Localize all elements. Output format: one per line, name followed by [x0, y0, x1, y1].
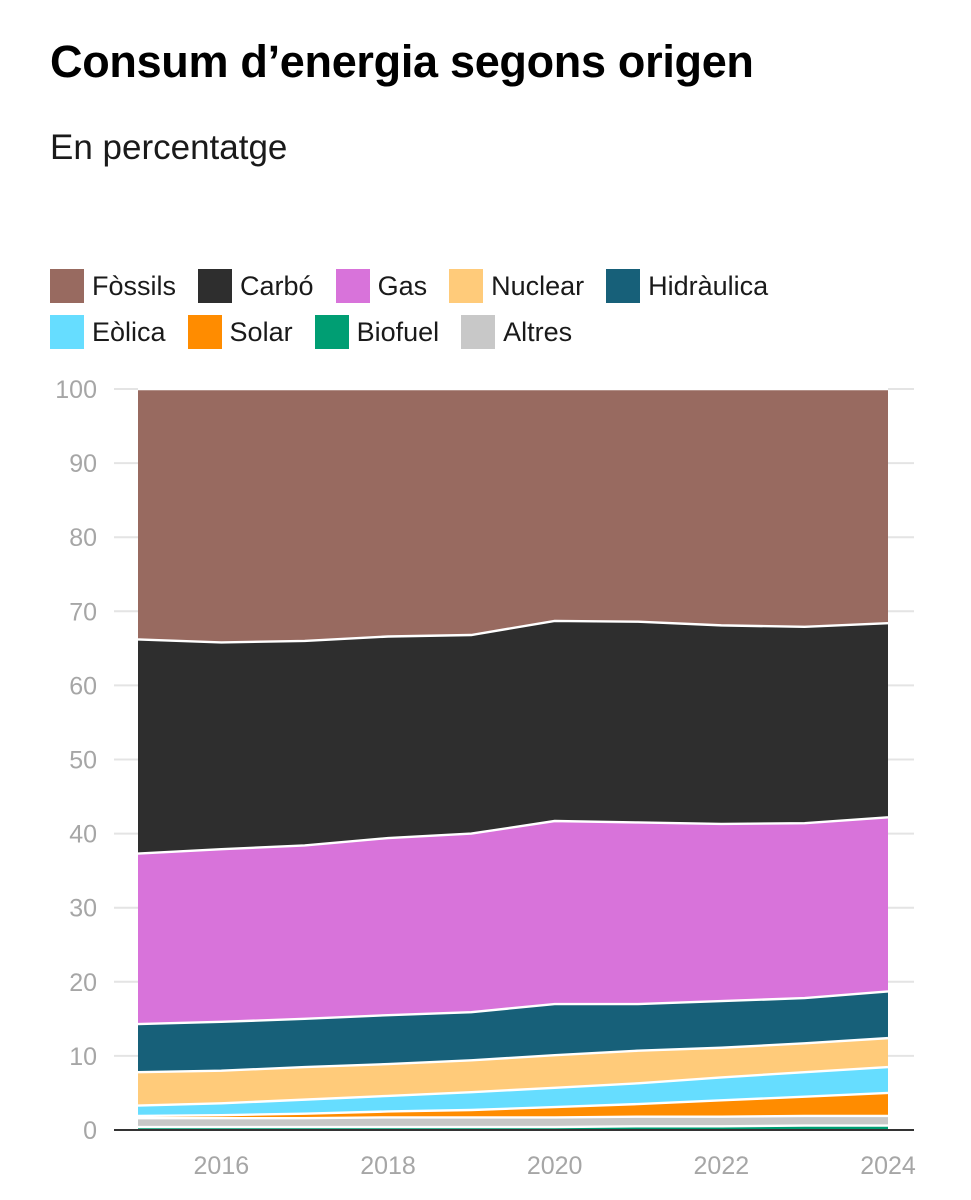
area-nuclear: [138, 1038, 888, 1106]
x-tick-label: 2018: [360, 1152, 416, 1180]
y-tick-label: 90: [69, 450, 97, 478]
separator-biofuel: [138, 1124, 888, 1129]
legend-swatch-fossils: [50, 269, 84, 303]
legend-label-carbo: Carbó: [240, 270, 314, 301]
legend-label-eolica: Eòlica: [92, 316, 166, 347]
y-tick-label: 40: [69, 821, 97, 849]
area-solar: [138, 1092, 888, 1119]
separator-altres: [138, 1114, 888, 1120]
legend-item-carbo: Carbó: [198, 269, 314, 303]
x-tick-label: 2022: [694, 1152, 750, 1180]
legend-item-solar: Solar: [187, 315, 293, 349]
legend-label-nuclear: Nuclear: [491, 270, 585, 301]
legend-swatch-hidraulica: [606, 269, 641, 303]
area-hidraulica: [138, 991, 888, 1073]
y-tick-label: 100: [55, 376, 97, 404]
separator-hidraulica: [137, 990, 889, 1026]
separator-carbo: [137, 619, 889, 644]
legend-label-gas: Gas: [377, 270, 428, 301]
legend-label-altres: Altres: [503, 316, 573, 347]
chart-subtitle: En percentatge: [50, 128, 288, 167]
legend-item-fossils: Fòssils: [50, 269, 176, 303]
legend-item-hidraulica: Hidràulica: [606, 269, 768, 303]
legend-swatch-carbo: [198, 269, 233, 303]
y-tick-label: 50: [69, 747, 97, 775]
legend-item-altres: Altres: [461, 315, 572, 349]
y-tick-label: 70: [69, 598, 97, 626]
y-tick-label: 10: [69, 1043, 97, 1071]
y-tick-label: 20: [69, 969, 97, 997]
legend-item-biofuel: Biofuel: [314, 315, 440, 349]
separator-nuclear: [137, 1036, 889, 1074]
legend-row: Eòlica Solar Biofuel Altres: [50, 310, 950, 354]
legend-swatch-biofuel: [314, 315, 349, 349]
y-tick-label: 80: [69, 524, 97, 552]
area-layer: [137, 387, 889, 1130]
area-carbo: [138, 620, 888, 854]
legend-swatch-eolica: [50, 315, 84, 349]
x-tick-label: 2020: [527, 1152, 583, 1180]
legend-label-hidraulica: Hidràulica: [648, 270, 769, 301]
area-gas: [138, 817, 888, 1025]
x-tick-label: 2024: [860, 1152, 916, 1180]
legend-row: Fòssils Carbó Gas Nuclear Hidràulica: [50, 264, 950, 308]
legend-swatch-altres: [461, 315, 496, 349]
chart-title: Consum d’energia segons origen: [50, 36, 754, 87]
chart-legend: Fòssils Carbó Gas Nuclear Hidràulica Eòl…: [50, 264, 950, 356]
legend-item-gas: Gas: [335, 269, 428, 303]
separator-solar: [137, 1091, 889, 1118]
separator-eolica: [137, 1065, 889, 1107]
area-fossils: [138, 389, 888, 643]
legend-item-nuclear: Nuclear: [449, 269, 584, 303]
legend-swatch-solar: [187, 315, 222, 349]
legend-swatch-gas: [335, 269, 370, 303]
y-tick-label: 0: [83, 1117, 97, 1145]
axes: 0 10 20 30 40 50 60 70 80 90 100 2016 2018 2020 2022 20…: [55, 376, 916, 1180]
legend-swatch-nuclear: [449, 269, 484, 303]
legend-label-solar: Solar: [229, 316, 293, 347]
legend-label-fossils: Fòssils: [92, 270, 177, 301]
separator-gas: [137, 816, 889, 855]
y-tick-label: 60: [69, 672, 97, 700]
legend-label-biofuel: Biofuel: [356, 316, 440, 347]
y-tick-label: 30: [69, 895, 97, 923]
x-tick-label: 2016: [194, 1152, 250, 1180]
legend-item-eolica: Eòlica: [50, 315, 166, 349]
